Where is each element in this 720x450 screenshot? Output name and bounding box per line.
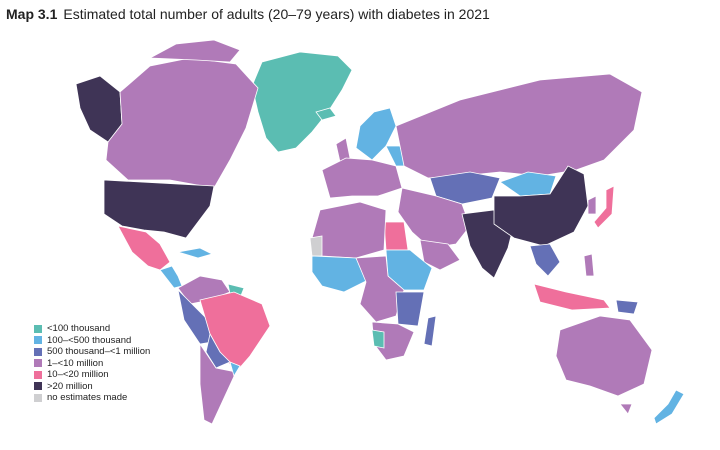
region-mexico [117,225,171,271]
legend-swatch [34,359,42,368]
region-southwest-africa [371,329,385,349]
region-usa [103,179,215,239]
legend-item: 100–<500 thousand [34,335,150,347]
legend-item: <100 thousand [34,323,150,335]
legend-item: 10–<20 million [34,369,150,381]
region-southeast-asia [529,243,561,277]
map-title: Map 3.1 Estimated total number of adults … [6,6,490,22]
region-central-africa [355,255,405,323]
legend-swatch [34,382,42,391]
map-number: Map 3.1 [6,6,58,22]
region-east-africa [395,291,425,327]
map-title-text: Estimated total number of adults (20–79 … [63,6,490,22]
region-canada [105,57,259,189]
map-legend: <100 thousand 100–<500 thousand 500 thousa… [34,323,150,404]
region-arabia [419,239,461,271]
region-iceland [315,107,337,121]
region-argentina [199,342,237,425]
legend-swatch [34,347,42,356]
region-egypt [383,221,409,251]
legend-item: >20 million [34,381,150,393]
region-greenland [251,51,353,153]
region-europe [321,157,403,199]
legend-item: no estimates made [34,392,150,404]
legend-label: <100 thousand [47,323,111,334]
legend-label: 100–<500 thousand [47,334,132,346]
region-scandinavia [355,107,397,161]
region-japan [593,185,615,229]
region-madagascar [423,315,437,347]
region-tasmania [619,403,633,415]
legend-swatch [34,324,42,333]
region-korea [587,195,597,215]
legend-swatch [34,393,42,402]
legend-item: 500 thousand–<1 million [34,346,150,358]
region-arctic-islands [148,39,241,63]
legend-item: 1–<10 million [34,358,150,370]
legend-swatch [34,370,42,379]
legend-label: >20 million [47,380,93,392]
region-mongolia [499,171,557,197]
region-alaska [75,75,123,143]
region-philippines [583,253,595,277]
region-north-africa [311,201,387,259]
region-central-america [159,265,183,289]
region-new-zealand [653,389,685,425]
region-papua [615,299,639,315]
region-russia [395,73,643,179]
region-middle-east [397,187,471,249]
legend-swatch [34,336,42,345]
region-bolivia [205,332,231,369]
region-caribbean [177,247,214,259]
region-indonesia [533,283,611,311]
legend-label: 1–<10 million [47,357,104,369]
region-western-sahara [309,235,323,257]
region-australia [555,315,653,397]
legend-label: 10–<20 million [47,369,109,380]
legend-label: no estimates made [47,392,128,403]
region-uruguay [229,361,241,377]
legend-label: 500 thousand–<1 million [47,346,151,357]
